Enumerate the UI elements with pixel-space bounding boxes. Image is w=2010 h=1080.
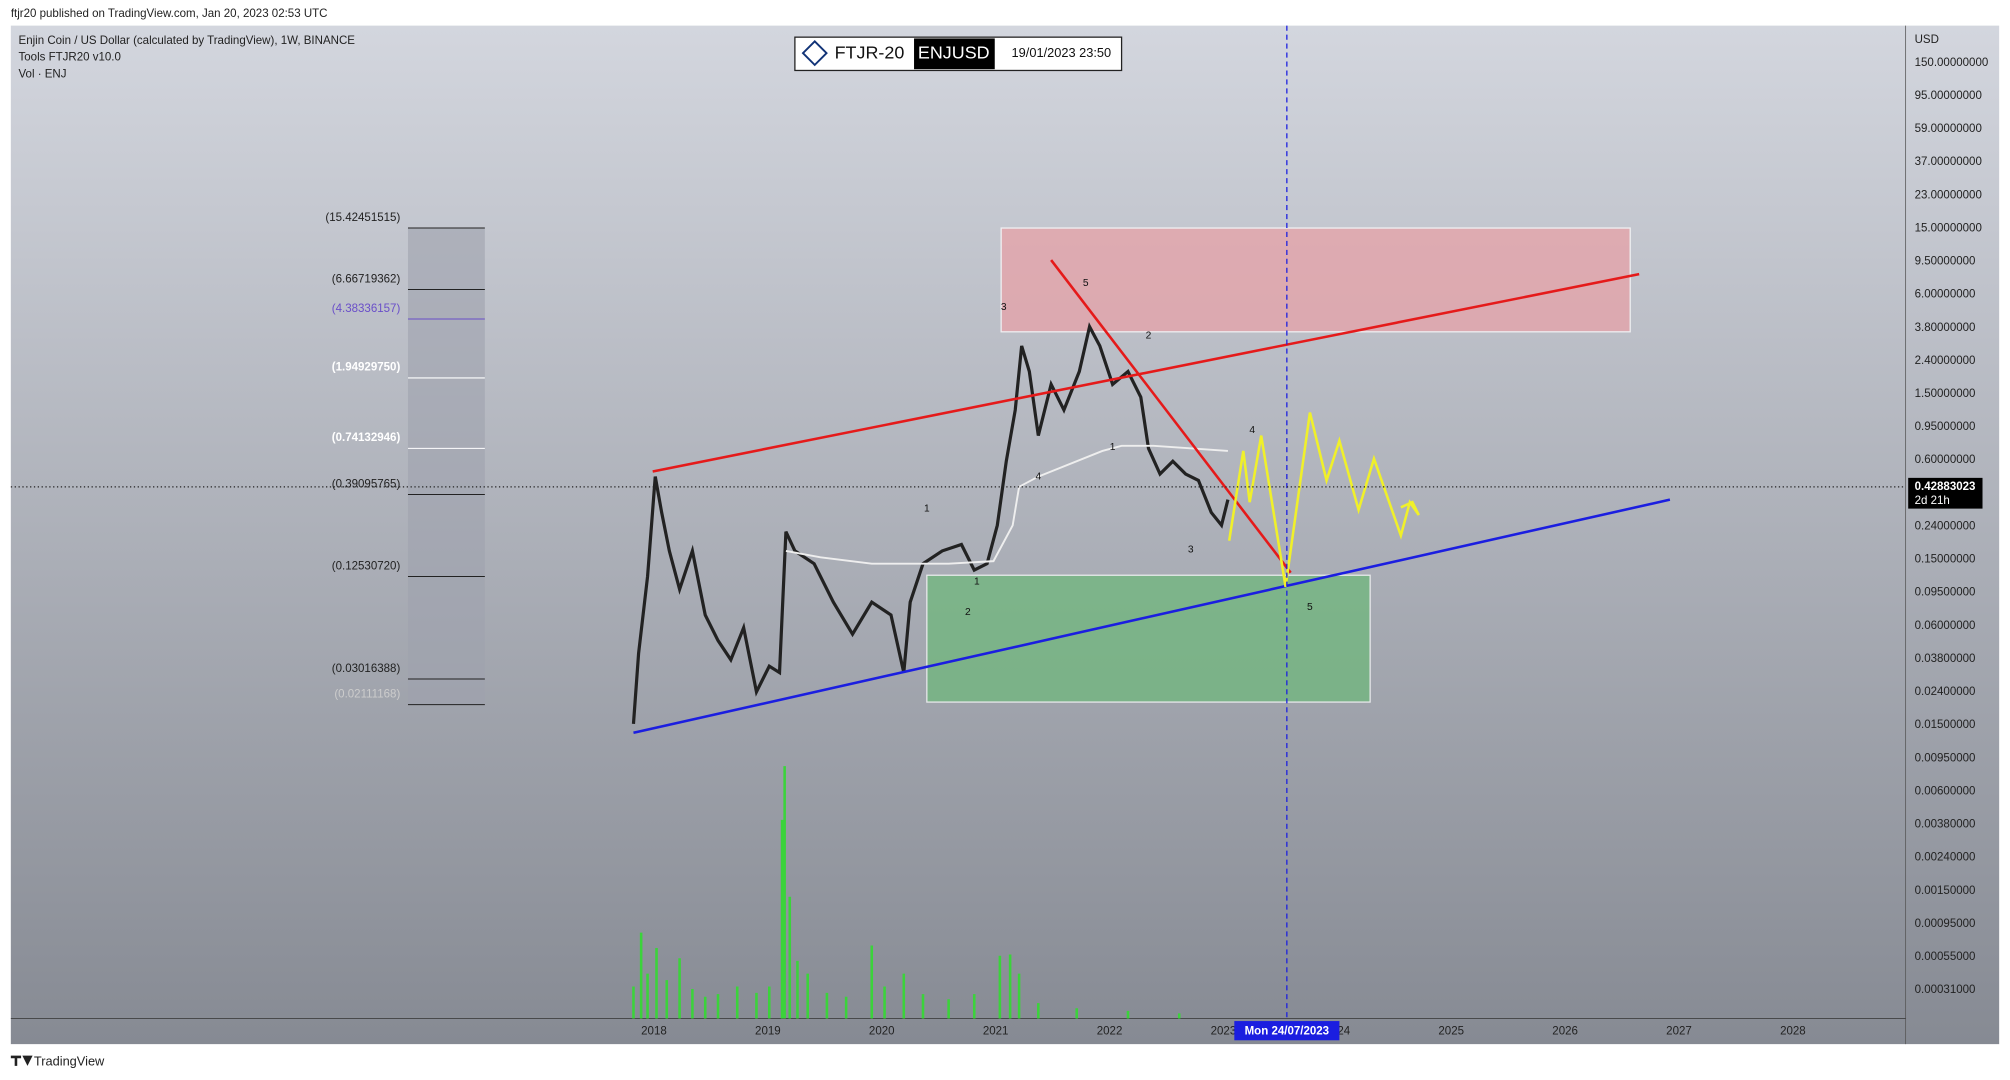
price-series (631, 322, 1230, 724)
badge-datetime: 19/01/2023 23:50 (1012, 45, 1112, 60)
price-label: 0.00055000 (1915, 951, 1976, 963)
price-label: 2.40000000 (1915, 355, 1976, 367)
price-label: 59.00000000 (1915, 123, 1982, 135)
price-label: 0.01500000 (1915, 719, 1976, 731)
year-label: 2026 (1552, 1025, 1578, 1037)
fib-label: (0.03016388) (332, 663, 401, 675)
logo (10, 1055, 33, 1066)
ticker-bg (914, 38, 995, 70)
price-label: 0.03800000 (1915, 653, 1976, 665)
tools: Tools FTJR20 v10.0 (19, 52, 121, 64)
resistance-zone (1000, 227, 1631, 333)
badge-ticker: ENJUSD (918, 43, 990, 63)
price-label: 3.80000000 (1915, 322, 1976, 334)
fib-label: (1.94929750) (332, 362, 401, 374)
price-label: 0.15000000 (1915, 554, 1976, 566)
current-price: 0.42883023 (1915, 481, 1976, 493)
cursor-date: Mon 24/07/2023 (1245, 1025, 1330, 1037)
wave-label: 3 (1188, 544, 1194, 555)
projection (1227, 412, 1420, 587)
chart-area (10, 25, 2000, 1045)
fib-label: (6.66719362) (332, 273, 401, 285)
price-label: 0.09500000 (1915, 587, 1976, 599)
price-label: 150.00000000 (1915, 57, 1989, 69)
volume-legend: Vol · ENJ (19, 68, 67, 80)
footer-brand: TradingView (34, 1053, 105, 1068)
downtrend (1050, 259, 1292, 574)
price-label: 23.00000000 (1915, 189, 1982, 201)
symbol: Enjin Coin / US Dollar (calculated by Tr… (19, 35, 356, 47)
wave-label: 4 (1035, 471, 1041, 482)
year-label: 2021 (983, 1025, 1009, 1037)
support-zone (926, 574, 1371, 703)
price-label: 0.24000000 (1915, 520, 1976, 532)
year-label: 2023 (1211, 1025, 1237, 1037)
badge-icon (801, 40, 828, 67)
price-label: 37.00000000 (1915, 156, 1982, 168)
price-label: 0.95000000 (1915, 421, 1976, 433)
fib-label: (0.02111168) (334, 688, 400, 700)
volume-bars (632, 766, 1181, 1019)
wave-label: 3 (1001, 302, 1007, 313)
year-label: 2018 (641, 1025, 667, 1037)
price-label: 15.00000000 (1915, 222, 1982, 234)
wave-label: 4 (1249, 425, 1255, 436)
fib-label: (0.12530720) (332, 560, 401, 572)
wave-label: 1 (924, 503, 930, 514)
cursor-date-bg (1234, 1021, 1340, 1041)
countdown: 2d 21h (1915, 495, 1950, 507)
price-label: 0.00380000 (1915, 819, 1976, 831)
fib-box (407, 228, 485, 705)
year-label: 2022 (1097, 1025, 1123, 1037)
price-label: 0.00600000 (1915, 785, 1976, 797)
wave-label: 5 (1083, 278, 1089, 289)
year-label: 2028 (1780, 1025, 1806, 1037)
year-label: 2019 (755, 1025, 781, 1037)
unit: USD (1915, 34, 1939, 46)
wave-label: 1 (974, 576, 980, 587)
price-label: 0.06000000 (1915, 620, 1976, 632)
price-badge (1908, 477, 1983, 509)
price-label: 0.00240000 (1915, 852, 1976, 864)
price-label: 9.50000000 (1915, 256, 1976, 268)
price-label: 95.00000000 (1915, 90, 1982, 102)
fib-label: (4.38336157) (332, 303, 401, 315)
channel-top (652, 272, 1640, 473)
wave-label: 5 (1307, 602, 1313, 613)
price-label: 0.00031000 (1915, 984, 1976, 996)
channel-bottom (633, 498, 1671, 735)
price-label: 0.00950000 (1915, 752, 1976, 764)
fib-label: (0.39095765) (332, 478, 401, 490)
badge-brand: FTJR-20 (835, 43, 905, 63)
wave-label: 2 (965, 607, 971, 618)
wave-label: 1 (1110, 442, 1116, 453)
projection-arrow (1400, 500, 1420, 516)
year-label: 2025 (1438, 1025, 1464, 1037)
published: ftjr20 published on TradingView.com, Jan… (11, 8, 328, 20)
price-label: 6.00000000 (1915, 289, 1976, 301)
price-label: 1.50000000 (1915, 388, 1976, 400)
fib-label: (15.42451515) (325, 212, 400, 224)
price-label: 0.60000000 (1915, 454, 1976, 466)
fib-label: (0.74132946) (332, 432, 401, 444)
wave-label: 2 (1146, 330, 1152, 341)
year-label: 2020 (869, 1025, 895, 1037)
price-label: 0.00095000 (1915, 918, 1976, 930)
price-label: 0.02400000 (1915, 686, 1976, 698)
price-label: 0.00150000 (1915, 885, 1976, 897)
year-label: 2027 (1666, 1025, 1692, 1037)
